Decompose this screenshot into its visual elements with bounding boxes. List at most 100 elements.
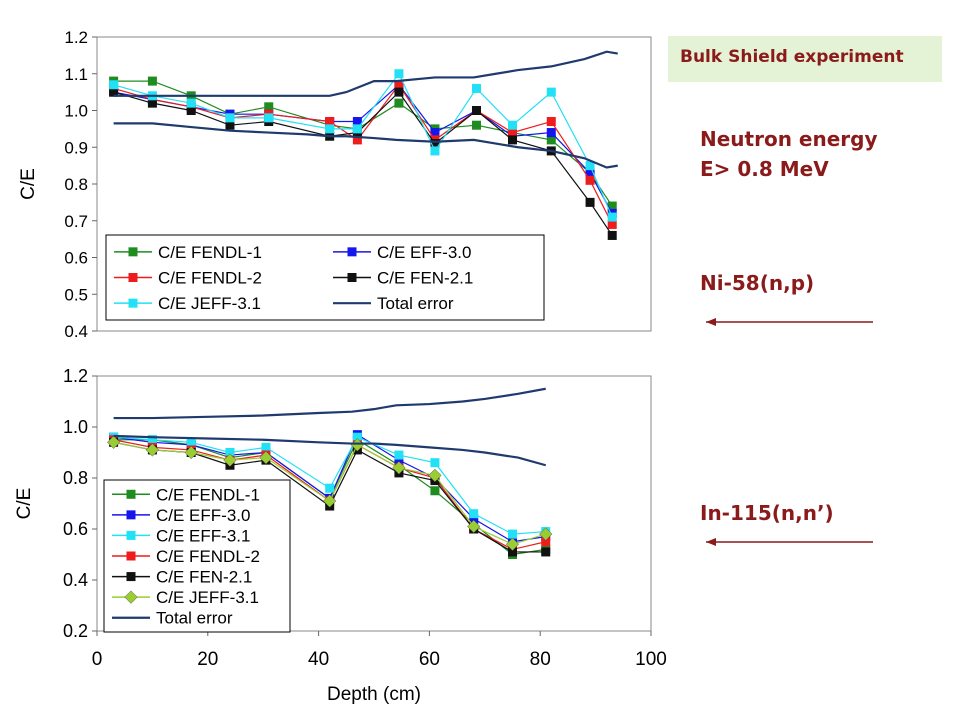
x-tick-label: 0 — [92, 649, 103, 670]
data-point — [325, 124, 335, 134]
data-point — [225, 113, 235, 123]
series-c-e-jeff-3-1 — [106, 435, 553, 551]
series-line — [113, 441, 546, 545]
data-point — [541, 547, 551, 557]
arrow-ni58-head — [706, 318, 716, 326]
legend-swatch-marker — [128, 273, 138, 282]
data-point — [508, 135, 517, 145]
data-point — [145, 443, 160, 457]
chart-ni58: 1.2 1.1 1.0 0.9 0.8 0.7 0.6 0.5 0.4 C/E C/E FENDL-… — [18, 28, 652, 341]
data-point — [430, 486, 440, 496]
energy-note-line2: E> 0.8 MeV — [700, 157, 829, 181]
x-tick-label: 100 — [635, 649, 667, 670]
y-tick-label: 0.7 — [64, 212, 88, 231]
data-point — [546, 128, 556, 138]
y-tick-label: 0.8 — [64, 175, 88, 194]
data-point — [325, 117, 335, 127]
data-point — [394, 69, 404, 79]
data-point — [607, 212, 617, 222]
legend-swatch-marker — [124, 590, 138, 604]
y-tick-label: 1.1 — [64, 65, 88, 84]
total-error-lower-line — [113, 122, 618, 169]
y-axis-title: C/E — [18, 168, 39, 200]
y-tick-label: 1.0 — [63, 417, 88, 437]
x-axis-title: Depth (cm) — [327, 684, 421, 705]
legend-swatch-marker — [126, 489, 136, 499]
y-tick-label: 0.9 — [64, 138, 88, 157]
experiment-badge: Bulk Shield experiment — [668, 36, 942, 82]
y-tick-label: 1.2 — [63, 366, 88, 386]
data-point — [585, 175, 595, 185]
series-total-error — [113, 387, 547, 467]
data-point — [546, 117, 556, 127]
y-tick-label: 0.6 — [63, 519, 88, 539]
data-point — [471, 83, 481, 93]
series-line — [113, 80, 613, 207]
data-point — [109, 80, 119, 90]
data-point — [541, 537, 551, 547]
y-axis-title: C/E — [14, 488, 35, 520]
legend-label: C/E FENDL-1 — [158, 243, 262, 262]
chart-in115: 1.2 1.0 0.8 0.6 0.4 0.20 20 40 60 80 100 C/E Depth (… — [14, 366, 667, 705]
y-tick-label: 0.4 — [64, 322, 88, 341]
x-tick-label: 80 — [530, 649, 551, 670]
data-point — [184, 445, 198, 460]
data-point — [106, 435, 121, 449]
data-point — [430, 458, 440, 468]
legend-label: C/E FEN-2.1 — [156, 568, 252, 587]
experiment-badge-text: Bulk Shield experiment — [680, 47, 904, 67]
legend-label: Total error — [377, 294, 454, 313]
data-point — [323, 494, 337, 508]
data-point — [325, 483, 335, 493]
series-c-e-jeff-3-1 — [109, 69, 617, 222]
data-point — [186, 98, 196, 108]
data-point — [430, 146, 440, 156]
data-point — [508, 547, 517, 557]
series-line — [113, 91, 613, 236]
data-point — [585, 161, 595, 171]
y-tick-label: 0.5 — [64, 285, 88, 304]
data-point — [264, 102, 274, 112]
data-point — [607, 219, 617, 229]
data-point — [607, 230, 617, 240]
total-error-upper-line — [113, 387, 546, 420]
data-point — [259, 450, 273, 465]
legend-label: C/E FEN-2.1 — [377, 269, 473, 288]
data-point — [394, 98, 404, 108]
energy-note: Neutron energy E> 0.8 MeV — [700, 124, 878, 184]
legend-box — [105, 234, 545, 321]
legend-label: C/E FENDL-2 — [156, 547, 260, 566]
legend-label: C/E FENDL-1 — [156, 485, 260, 504]
legend-label: C/E JEFF-3.1 — [156, 588, 259, 607]
legend-swatch-marker — [126, 510, 136, 520]
data-point — [352, 432, 362, 442]
data-point — [225, 120, 235, 130]
data-point — [467, 519, 481, 534]
data-point — [147, 76, 157, 86]
data-point — [264, 113, 274, 123]
legend-swatch-marker — [347, 247, 357, 257]
data-point — [471, 120, 481, 130]
data-point — [546, 135, 556, 145]
legend-swatch-marker — [126, 530, 136, 540]
legend-swatch-marker — [126, 551, 136, 561]
series-c-e-eff-3-1 — [109, 432, 551, 539]
y-tick-label: 0.6 — [64, 249, 88, 268]
data-point — [394, 80, 404, 90]
legend-label: C/E EFF-3.0 — [156, 506, 250, 525]
data-point — [539, 527, 553, 541]
x-tick-label: 20 — [197, 649, 218, 670]
series-line — [113, 436, 546, 535]
y-tick-label: 0.4 — [63, 570, 88, 590]
energy-note-line1: Neutron energy — [700, 127, 878, 151]
data-point — [428, 468, 442, 483]
legend-swatch-marker — [128, 298, 138, 308]
legend-label: C/E EFF-3.0 — [377, 243, 471, 262]
data-point — [186, 106, 196, 115]
data-point — [546, 87, 556, 97]
data-point — [585, 197, 595, 207]
y-tick-label: 1.2 — [64, 28, 88, 47]
series-total-error — [113, 50, 618, 169]
series-line — [113, 433, 546, 543]
